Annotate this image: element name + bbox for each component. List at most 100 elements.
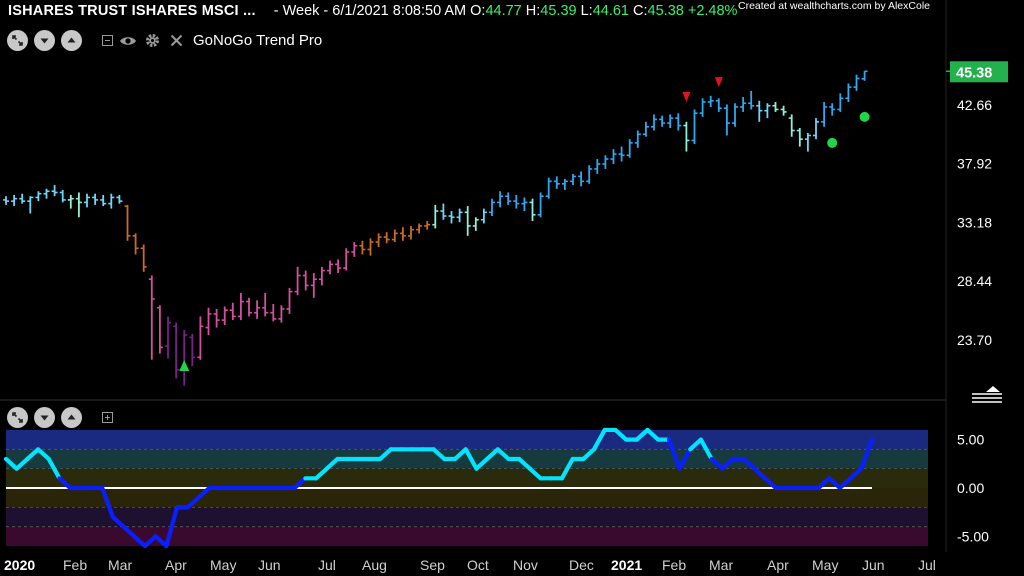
date-tick-label: Mar [108,557,132,573]
date-tick-label: Sep [420,557,445,573]
price-bar [278,305,285,323]
chevron-down-icon[interactable] [34,30,55,51]
price-bar [197,316,204,360]
expand-icon[interactable] [7,30,28,51]
price-bar [116,194,123,204]
oscillator-band [6,507,928,527]
price-bar [100,194,107,207]
gear-icon[interactable] [143,32,161,50]
oscillator-segment [485,447,500,462]
price-bar [270,304,277,322]
close-icon[interactable] [167,32,185,50]
oscillator-segment [292,476,308,491]
price-bar [302,270,309,291]
oscillator-segment [634,427,650,442]
price-bar [448,211,455,224]
date-tick-label: 2020 [4,557,35,573]
oscillator-segment [164,505,180,549]
oscillator-segment [431,447,447,462]
price-bar [221,306,228,326]
price-bar [683,121,690,152]
date-tick-label: Jul [318,557,336,573]
price-bar [667,114,674,129]
price-bar [675,113,682,131]
oscillator-segment [196,485,212,500]
price-bar [561,178,568,190]
signal-markers [179,77,870,371]
oscillator-segment [762,476,778,491]
price-bar [294,266,301,296]
oscillator-segment [848,466,864,481]
oscillator-bands [6,429,928,547]
oscillator-segment [613,427,629,442]
date-tick-label: Feb [63,557,87,573]
eye-icon[interactable] [119,32,137,50]
price-bar [237,292,244,321]
oscillator-segment [57,476,73,491]
price-bar [570,173,576,186]
price-bar [351,242,358,257]
date-tick-label: May [812,557,838,573]
date-tick-label: Oct [467,557,489,573]
oscillator-segment [859,437,875,471]
chevron-up-icon[interactable] [61,30,82,51]
chevron-up-icon[interactable] [61,407,82,428]
price-bar [173,322,180,379]
oscillator-segment [132,534,148,549]
oscillator-segment [100,485,116,520]
price-bar [821,102,828,127]
indicator-toolbar: GoNoGo Trend Pro [7,30,322,51]
oscillator-segment [313,466,329,481]
price-bar [537,192,544,218]
symbol-name: ISHARES TRUST ISHARES MSCI ... [8,3,256,19]
date-tick-label: Nov [513,557,538,573]
price-bar [286,287,293,314]
oscillator-segment [452,447,468,462]
price-bar [505,192,512,205]
oscillator-segment [720,456,736,471]
oscillator-band [6,526,928,547]
oscillator-segment [752,466,768,481]
chevron-down-icon[interactable] [34,407,55,428]
timeframe-date: - Week - 6/1/2021 8:08:50 AM [273,3,467,19]
price-bar [391,229,398,243]
close-value: 45.38 [647,3,684,19]
expand-icon[interactable] [7,407,28,428]
date-tick-label: Apr [165,557,187,573]
price-bar [108,193,115,209]
price-bar [424,220,431,230]
price-bar [699,98,706,117]
price-bar [383,232,390,244]
price-bar [521,197,528,212]
add-icon[interactable] [102,412,113,423]
oscillator-band [6,429,928,450]
oscillator-segment [517,456,532,471]
price-bar [35,191,42,202]
price-bar [618,146,625,162]
price-bar [553,176,560,189]
close-label: C: [633,3,648,19]
price-bar [51,185,58,197]
price-bar [464,206,471,236]
oscillator-segment [677,447,693,471]
price-bar [472,217,479,231]
price-bar [440,203,447,220]
go-signal-dot [859,111,870,122]
price-bar [594,159,601,174]
price-bar [578,171,585,187]
price-bar [75,192,82,218]
price-bar [861,70,868,81]
price-bar [262,292,269,317]
price-bar [513,194,520,209]
price-bar [845,83,852,103]
minimize-icon[interactable] [102,35,113,46]
oscillator-segment [324,456,340,471]
price-bar [545,177,552,199]
price-bar [772,102,779,112]
nogo-signal-triangle-down [682,92,691,103]
price-bar [205,307,212,335]
price-bar [602,155,609,169]
oscillator-segment [559,456,575,481]
price-bars [3,70,868,386]
price-bar [59,189,66,203]
